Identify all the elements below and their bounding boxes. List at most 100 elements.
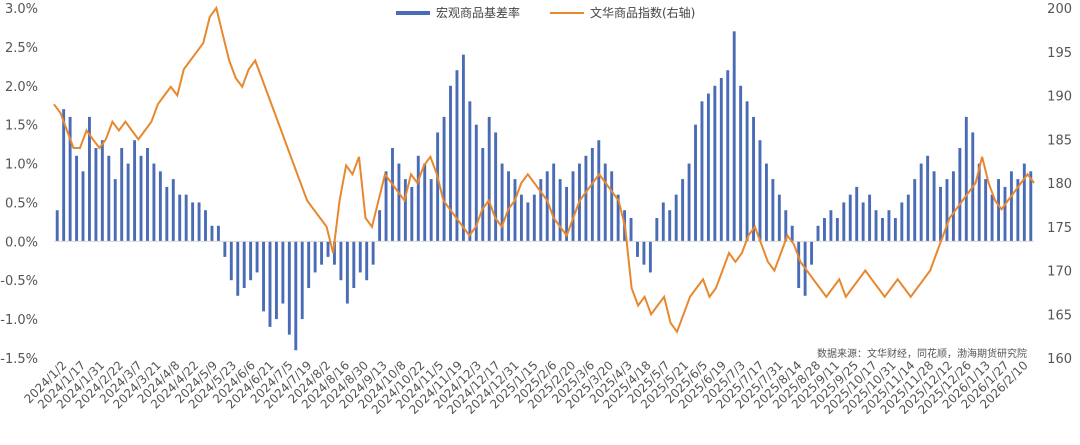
bar-mark	[764, 163, 768, 242]
bar-mark	[868, 194, 872, 242]
bar-mark	[94, 148, 98, 242]
bar-mark	[681, 179, 685, 242]
bar-mark	[919, 163, 923, 242]
bar-mark	[68, 116, 72, 242]
bar-mark	[268, 241, 272, 327]
bar-mark	[313, 241, 317, 273]
bar-mark	[55, 210, 59, 242]
y-right-tick-label: 160	[1047, 352, 1072, 367]
bar-mark	[558, 179, 562, 242]
bar-mark	[835, 218, 839, 242]
bar-mark	[397, 163, 401, 242]
bar-mark	[1016, 179, 1020, 242]
bar-mark	[178, 194, 182, 242]
bar-mark	[636, 241, 639, 257]
y-right-tick-label: 200	[1047, 2, 1072, 17]
y-right-tick-label: 175	[1047, 221, 1072, 236]
bar-mark	[378, 210, 382, 242]
bar-mark	[745, 101, 749, 242]
y-right-tick-label: 185	[1047, 133, 1072, 148]
line-series	[53, 5, 1035, 334]
bar-mark	[939, 186, 942, 242]
bar-mark	[1009, 171, 1013, 242]
bar-mark	[300, 241, 304, 320]
bar-mark	[990, 194, 994, 242]
bar-mark	[900, 202, 904, 242]
y-right-tick-label: 170	[1047, 265, 1072, 280]
bar-mark	[616, 194, 620, 242]
bar-mark	[326, 241, 330, 257]
y-left-tick-label: -1.5%	[0, 352, 38, 367]
bar-mark	[539, 179, 543, 242]
bar-mark	[165, 186, 169, 242]
bar-mark	[545, 171, 549, 242]
bar-mark	[687, 163, 691, 242]
bar-mark	[513, 179, 517, 242]
bar-mark	[758, 140, 762, 242]
bar-mark	[210, 225, 214, 242]
bar-mark	[810, 241, 814, 265]
bar-mark	[481, 148, 485, 242]
bar-mark	[236, 241, 240, 296]
bar-mark	[255, 241, 259, 273]
bar-mark	[197, 202, 201, 242]
bar-mark	[694, 124, 697, 242]
bar-mark	[281, 241, 285, 304]
left-axis: -1.5% -1.0% -0.5% 0.0% 0.5% 1.0% 1.5% 2.0% 2.5% 3…	[0, 2, 38, 367]
bar-mark	[365, 241, 369, 281]
y-left-tick-label: 3.0%	[5, 2, 38, 17]
bar-mark	[436, 132, 440, 242]
bar-mark	[371, 241, 375, 265]
y-left-tick-label: 2.5%	[5, 41, 38, 56]
bar-mark	[519, 194, 523, 242]
bar-mark	[191, 202, 195, 242]
bar-mark	[229, 241, 233, 281]
bar-mark	[139, 155, 143, 242]
bar-mark	[951, 171, 955, 242]
bar-mark	[790, 225, 794, 242]
y-left-tick-label: -0.5%	[0, 274, 38, 289]
bar-mark	[932, 171, 936, 242]
bar-mark	[410, 186, 414, 242]
bar-mark	[274, 241, 278, 320]
bar-mark	[655, 218, 659, 242]
legend-bar-label: 宏观商品基差率	[436, 5, 520, 20]
source-note: 数据来源：文华财经，同花顺，渤海期货研究院	[817, 347, 1027, 360]
bar-mark	[661, 202, 665, 242]
y-left-tick-label: -1.0%	[0, 313, 38, 328]
bar-mark	[146, 148, 149, 242]
y-right-tick-label: 195	[1047, 46, 1072, 61]
bar-mark	[926, 155, 930, 242]
bar-mark	[829, 210, 833, 242]
bar-mark	[62, 109, 66, 242]
bar-mark	[777, 194, 781, 242]
bar-mark	[913, 179, 917, 242]
bar-mark	[1022, 163, 1026, 242]
bar-mark	[584, 155, 588, 242]
bar-mark	[442, 116, 446, 242]
bar-mark	[294, 241, 298, 351]
bar-mark	[1003, 186, 1007, 242]
bar-mark	[1029, 171, 1033, 242]
bar-mark	[158, 171, 162, 242]
bar-mark	[984, 179, 988, 242]
bar-mark	[184, 194, 188, 242]
bar-mark	[113, 179, 117, 242]
y-left-tick-label: 2.0%	[5, 80, 38, 95]
bar-mark	[468, 101, 472, 242]
bar-mark	[507, 171, 510, 242]
y-left-tick-label: 0.0%	[5, 235, 38, 250]
bar-series	[55, 31, 1033, 351]
bar-mark	[345, 241, 349, 304]
bar-mark	[706, 93, 710, 242]
bar-mark	[700, 101, 704, 242]
bar-mark	[552, 163, 556, 242]
bar-mark	[133, 140, 137, 242]
y-right-tick-label: 165	[1047, 308, 1072, 323]
bar-mark	[797, 241, 801, 288]
bar-mark	[823, 218, 826, 242]
bar-mark	[223, 241, 227, 257]
bar-mark	[816, 225, 820, 242]
y-left-tick-label: 1.0%	[5, 158, 38, 173]
